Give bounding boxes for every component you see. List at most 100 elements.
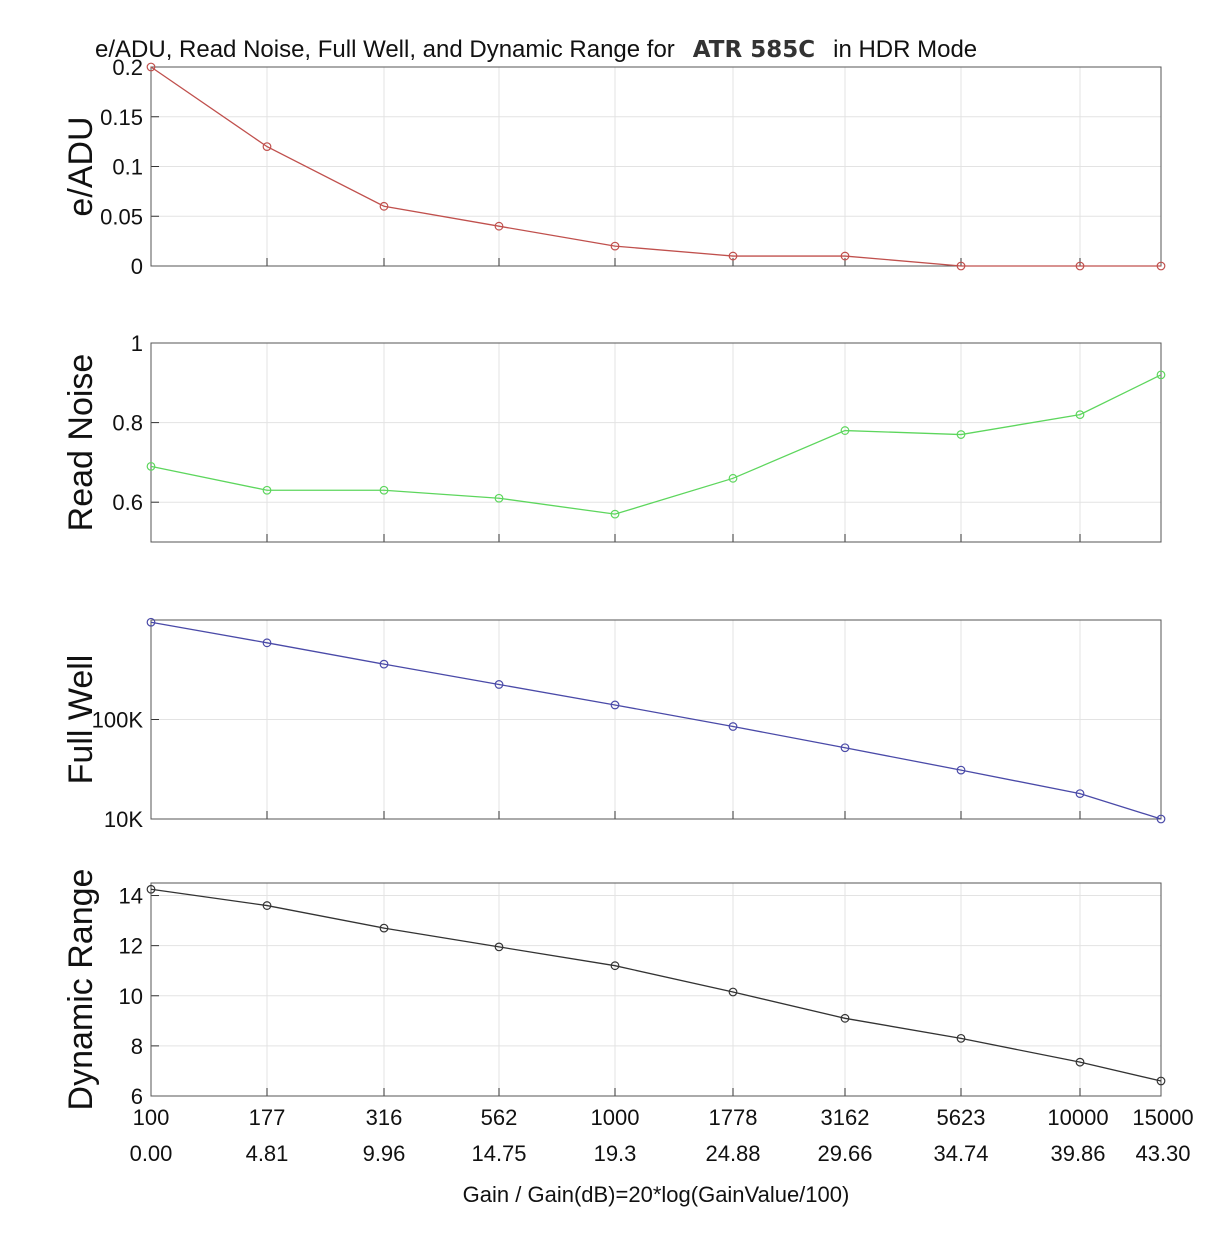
data-point bbox=[956, 1033, 966, 1043]
plot-frame bbox=[150, 342, 1162, 543]
y-tick-label: 100K bbox=[92, 708, 144, 733]
plot-frame bbox=[150, 619, 1162, 820]
y-tick-label: 0.15 bbox=[100, 105, 143, 130]
data-point bbox=[956, 261, 966, 271]
y-tick-label: 6 bbox=[131, 1084, 143, 1109]
data-point bbox=[494, 221, 504, 231]
y-tick-label: 1 bbox=[131, 331, 143, 356]
plot-frame bbox=[150, 66, 1162, 267]
chart-title-prefix: e/ADU, Read Noise, Full Well, and Dynami… bbox=[95, 36, 675, 63]
x-tick-label-db: 43.30 bbox=[1135, 1141, 1190, 1166]
data-point bbox=[728, 722, 738, 731]
y-tick-label: 0.8 bbox=[112, 411, 143, 436]
x-tick-label-gain: 3162 bbox=[821, 1105, 870, 1130]
panel-1: 0 0.05 0.1 0.15 0.2 e/ADU bbox=[62, 55, 1166, 279]
data-point bbox=[610, 241, 620, 251]
data-point bbox=[1075, 261, 1085, 271]
x-tick-label-gain: 5623 bbox=[937, 1105, 986, 1130]
chart-title: e/ADU, Read Noise, Full Well, and Dynami… bbox=[95, 36, 977, 63]
data-point bbox=[146, 617, 156, 627]
panel-4: 6 8 10 12 14 Dynamic Range bbox=[62, 869, 1166, 1111]
x-tick-label-db: 29.66 bbox=[817, 1141, 872, 1166]
x-tick-label-gain: 10000 bbox=[1047, 1105, 1108, 1130]
data-point bbox=[1156, 1076, 1166, 1086]
data-point bbox=[728, 987, 738, 997]
data-point bbox=[262, 142, 272, 152]
x-tick-label-db: 9.96 bbox=[363, 1141, 406, 1166]
data-point bbox=[956, 765, 966, 775]
data-point bbox=[728, 251, 738, 261]
data-point bbox=[1156, 261, 1166, 271]
y-tick-label: 0.05 bbox=[100, 204, 143, 229]
data-point bbox=[728, 473, 738, 483]
data-point bbox=[840, 743, 850, 753]
data-point bbox=[840, 251, 850, 261]
chart-panels: 0 0.05 0.1 0.15 0.2 e/ADU 0.6 0.8 1 Read Noise 10K… bbox=[62, 55, 1166, 1111]
data-point bbox=[379, 485, 389, 495]
panel-2: 0.6 0.8 1 Read Noise bbox=[62, 331, 1166, 543]
x-tick-label-gain: 100 bbox=[133, 1105, 170, 1130]
y-axis-label: Full Well bbox=[62, 655, 100, 785]
chart-title-model: ATR 585C bbox=[693, 37, 815, 63]
y-axis-label: Read Noise bbox=[62, 354, 100, 532]
x-tick-label-db: 24.88 bbox=[705, 1141, 760, 1166]
data-point bbox=[379, 659, 389, 669]
x-tick-label-db: 19.3 bbox=[594, 1141, 637, 1166]
data-point bbox=[146, 884, 156, 894]
y-tick-label: 0.2 bbox=[112, 55, 143, 80]
data-point bbox=[610, 700, 620, 710]
x-tick-label-gain: 1000 bbox=[591, 1105, 640, 1130]
x-tick-label-db: 4.81 bbox=[246, 1141, 289, 1166]
plot-area bbox=[151, 883, 1161, 1096]
y-tick-label: 8 bbox=[131, 1034, 143, 1059]
data-point bbox=[1075, 789, 1085, 799]
data-point bbox=[1156, 814, 1166, 824]
data-point bbox=[840, 426, 850, 435]
data-point bbox=[494, 493, 504, 503]
data-point bbox=[610, 509, 620, 519]
data-point bbox=[840, 1013, 850, 1023]
data-point bbox=[956, 430, 966, 439]
x-tick-label-db: 39.86 bbox=[1050, 1141, 1105, 1166]
x-tick-label-gain: 1778 bbox=[709, 1105, 758, 1130]
x-tick-label-gain: 316 bbox=[366, 1105, 403, 1130]
data-point bbox=[262, 901, 272, 910]
series-line bbox=[150, 374, 1162, 515]
x-tick-label-gain: 562 bbox=[481, 1105, 518, 1130]
y-tick-label: 0 bbox=[131, 254, 143, 279]
data-point bbox=[146, 461, 156, 471]
series-line bbox=[150, 66, 1161, 267]
y-tick-label: 10K bbox=[104, 807, 143, 832]
y-tick-label: 12 bbox=[119, 934, 143, 959]
x-tick-label-db: 0.00 bbox=[130, 1141, 173, 1166]
data-point bbox=[379, 923, 389, 933]
y-axis-label: e/ADU bbox=[62, 116, 100, 216]
data-point bbox=[494, 942, 504, 952]
x-tick-label-gain: 177 bbox=[249, 1105, 286, 1130]
data-point bbox=[1075, 410, 1085, 420]
x-tick-label-gain: 15000 bbox=[1132, 1105, 1193, 1130]
y-axis-label: Dynamic Range bbox=[62, 869, 100, 1111]
y-tick-label: 0.6 bbox=[112, 490, 143, 515]
y-tick-label: 14 bbox=[119, 884, 143, 909]
x-tick-label-db: 14.75 bbox=[471, 1141, 526, 1166]
data-point bbox=[1075, 1057, 1085, 1067]
x-tick-label-db: 34.74 bbox=[933, 1141, 988, 1166]
data-point bbox=[262, 638, 272, 648]
chart-title-suffix: in HDR Mode bbox=[833, 36, 977, 63]
x-axis: 100 0.00 177 4.81 316 9.96 562 14.75 1000 19.3 177… bbox=[130, 1105, 1194, 1166]
series-line bbox=[150, 621, 1162, 820]
data-point bbox=[146, 62, 156, 72]
series-line bbox=[150, 888, 1162, 1082]
data-point bbox=[1156, 370, 1166, 380]
plot-area bbox=[151, 343, 1161, 542]
data-point bbox=[610, 961, 620, 971]
data-point bbox=[494, 680, 504, 689]
plot-frame bbox=[150, 882, 1162, 1097]
x-axis-label: Gain / Gain(dB)=20*log(GainValue/100) bbox=[463, 1182, 850, 1207]
y-tick-label: 10 bbox=[119, 984, 143, 1009]
data-point bbox=[262, 485, 272, 495]
data-point bbox=[379, 201, 389, 211]
